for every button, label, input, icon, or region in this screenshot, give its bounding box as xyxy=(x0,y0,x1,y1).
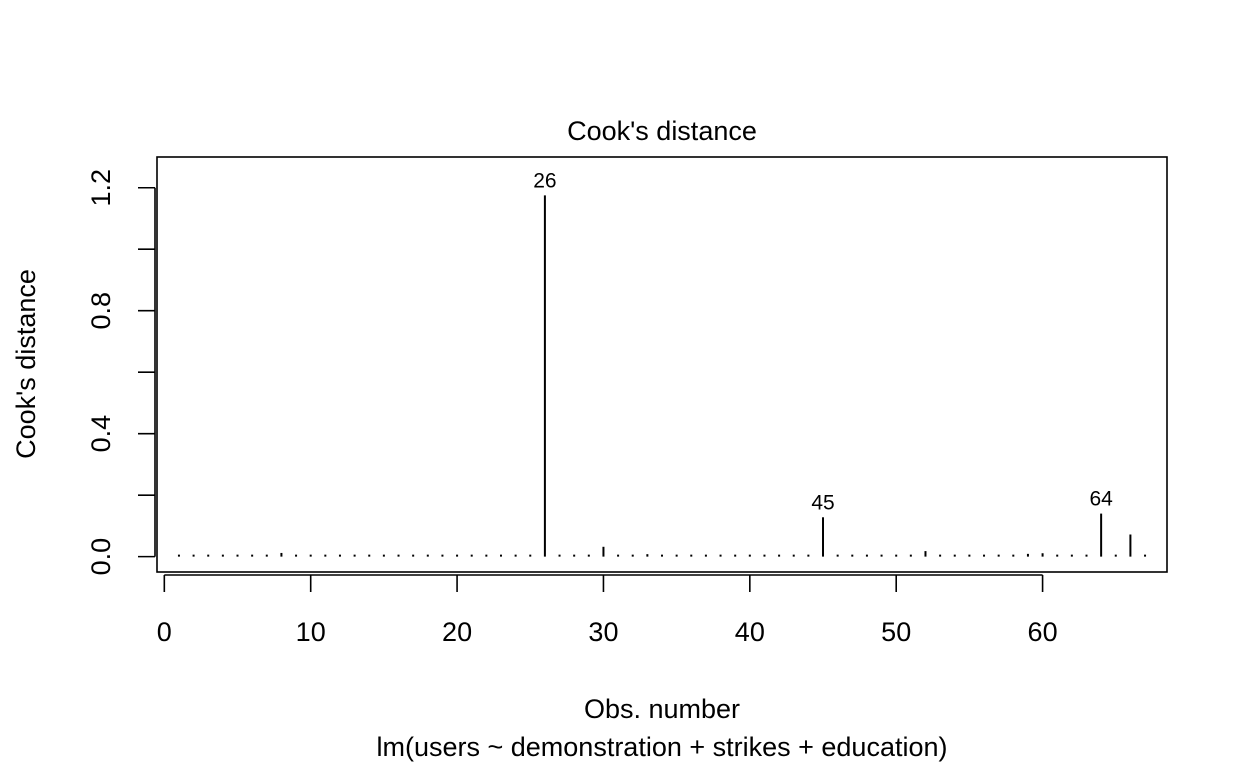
x-tick-label: 30 xyxy=(588,617,618,647)
x-tick-label: 50 xyxy=(881,617,911,647)
plot-area-frame xyxy=(156,156,1168,573)
y-tick-label: 0.0 xyxy=(86,538,116,576)
y-tick-label: 1.2 xyxy=(86,169,116,207)
point-label: 45 xyxy=(811,491,834,514)
x-tick-label: 20 xyxy=(442,617,472,647)
y-tick-label: 0.4 xyxy=(86,415,116,453)
y-axis: 0.0 0.4 0.8 1.2 xyxy=(86,169,156,576)
x-tick-label: 10 xyxy=(296,617,326,647)
y-tick-label: 0.8 xyxy=(86,292,116,330)
x-tick-label: 40 xyxy=(735,617,765,647)
x-axis-label: Obs. number xyxy=(584,694,740,724)
point-label: 26 xyxy=(533,169,556,192)
point-label: 64 xyxy=(1089,488,1113,511)
data-spikes xyxy=(177,195,1147,557)
y-axis-label: Cook's distance xyxy=(11,269,41,459)
x-tick-label: 0 xyxy=(157,617,172,647)
point-labels: 26 45 64 xyxy=(533,169,1113,514)
model-formula-label: lm(users ~ demonstration + strikes + edu… xyxy=(376,732,947,762)
x-tick-label: 60 xyxy=(1028,617,1058,647)
x-axis: 0 10 20 30 40 50 60 xyxy=(157,574,1058,647)
chart-title: Cook's distance xyxy=(567,116,757,146)
